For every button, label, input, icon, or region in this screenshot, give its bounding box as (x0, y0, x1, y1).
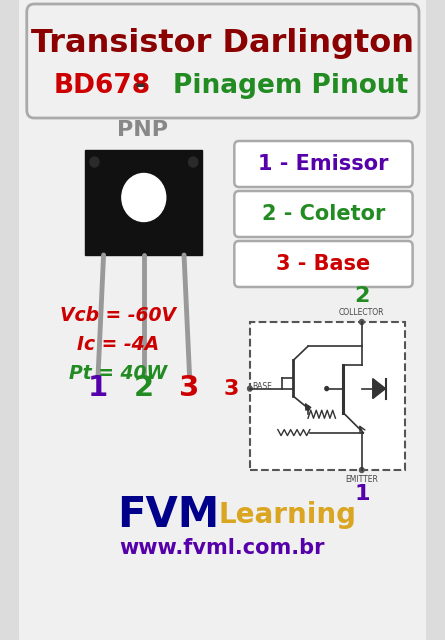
Bar (250, 322, 405, 470)
Text: www.fvml.com.br: www.fvml.com.br (120, 538, 325, 558)
Text: 1 - Emissor: 1 - Emissor (258, 154, 389, 174)
Circle shape (247, 386, 252, 391)
Text: Pt = 40W: Pt = 40W (69, 364, 167, 383)
Text: 3 - Base: 3 - Base (276, 254, 371, 274)
Text: Ic = -4A: Ic = -4A (77, 335, 159, 353)
FancyBboxPatch shape (85, 150, 202, 255)
Circle shape (306, 406, 310, 410)
Text: Learning: Learning (218, 501, 356, 529)
Circle shape (325, 387, 328, 390)
Text: 1: 1 (354, 484, 369, 504)
Text: BASE: BASE (253, 382, 272, 391)
Circle shape (360, 467, 364, 472)
Text: Pinagem Pinout: Pinagem Pinout (174, 73, 409, 99)
Text: 3: 3 (224, 379, 239, 399)
Text: 2 - Coletor: 2 - Coletor (262, 204, 385, 224)
Text: -: - (126, 73, 156, 99)
Circle shape (90, 157, 99, 167)
FancyBboxPatch shape (16, 0, 430, 640)
Text: 1: 1 (88, 374, 108, 402)
Text: PNP: PNP (117, 120, 168, 140)
Text: 2: 2 (134, 374, 154, 402)
Text: BD678: BD678 (53, 73, 150, 99)
Text: 3: 3 (179, 374, 200, 402)
Text: EMITTER: EMITTER (345, 476, 378, 484)
Circle shape (360, 319, 364, 324)
Text: FVM: FVM (117, 494, 220, 536)
Text: Vcb = -60V: Vcb = -60V (60, 305, 176, 324)
FancyBboxPatch shape (235, 191, 413, 237)
Circle shape (122, 173, 166, 221)
FancyBboxPatch shape (235, 241, 413, 287)
Text: Transistor Darlington: Transistor Darlington (31, 28, 414, 58)
Circle shape (189, 157, 198, 167)
Polygon shape (373, 379, 385, 399)
FancyBboxPatch shape (235, 141, 413, 187)
Text: 2: 2 (354, 286, 369, 306)
FancyBboxPatch shape (27, 4, 419, 118)
Text: COLLECTOR: COLLECTOR (339, 307, 384, 317)
